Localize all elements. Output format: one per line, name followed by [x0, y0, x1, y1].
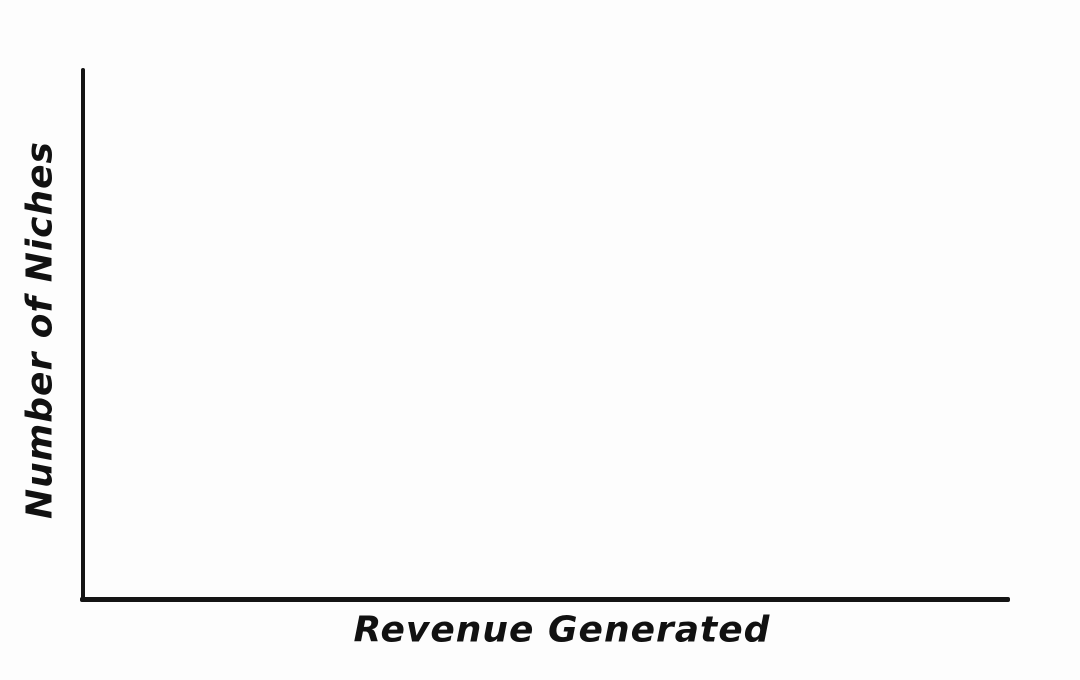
plot-area: [85, 68, 1010, 597]
y-axis-label: Number of Niches: [19, 141, 61, 519]
x-axis-label: Revenue Generated: [353, 609, 771, 651]
y-axis-line: [81, 68, 85, 602]
x-axis-line: [80, 597, 1010, 602]
